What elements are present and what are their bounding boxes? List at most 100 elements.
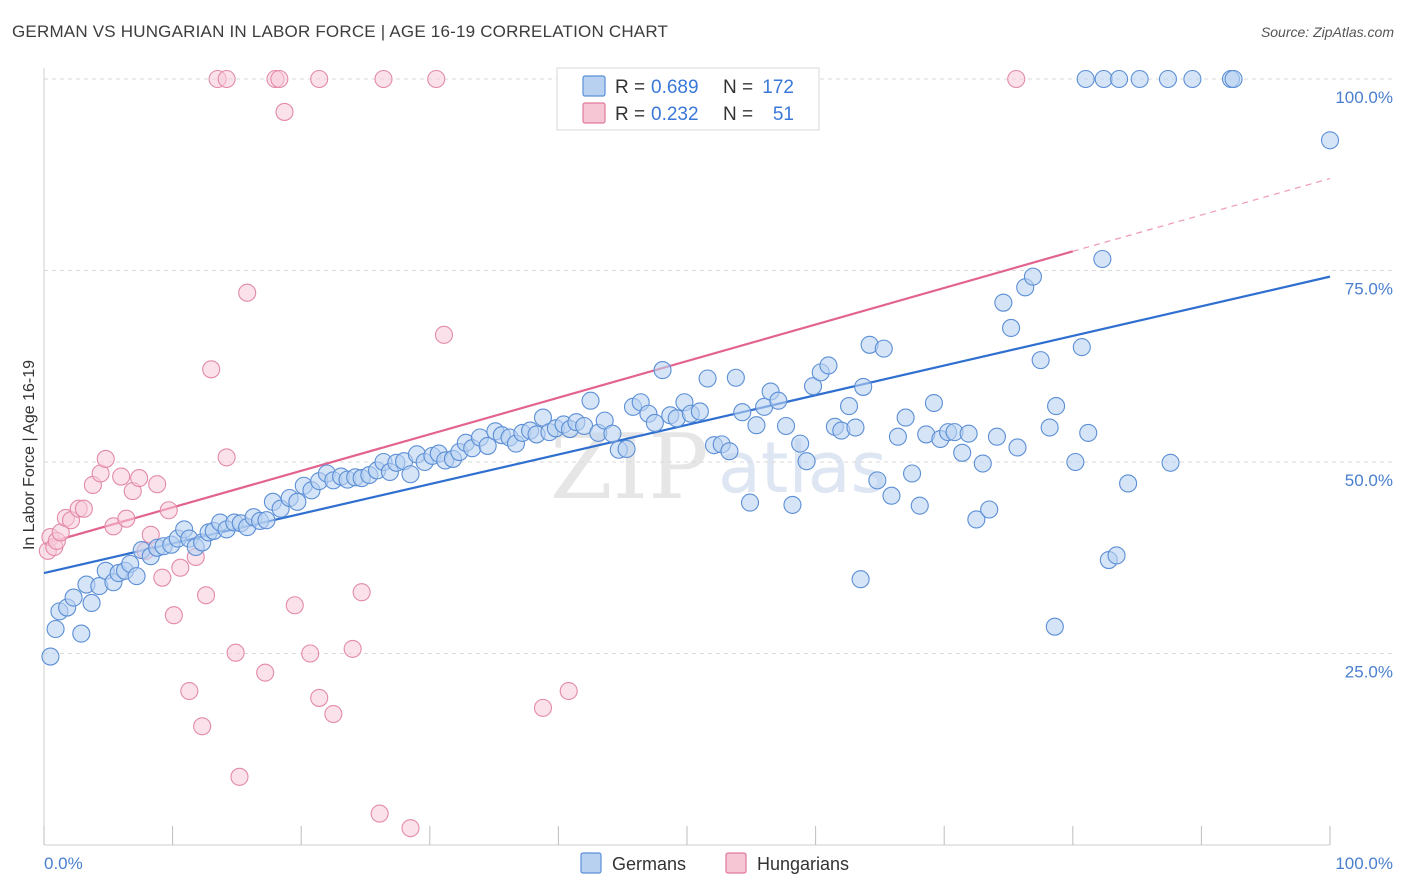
hungarian-point — [370, 804, 389, 823]
german-point — [959, 424, 978, 443]
chart-title: GERMAN VS HUNGARIAN IN LABOR FORCE | AGE… — [12, 22, 669, 41]
x-tick-label-min: 0.0% — [44, 854, 83, 873]
german-point — [617, 439, 636, 459]
x-tick-label-max: 100.0% — [1335, 854, 1393, 873]
german-point — [1023, 267, 1042, 286]
legend-german-n: 172 — [762, 77, 794, 98]
hungarian-point — [159, 501, 178, 520]
german-point — [980, 500, 999, 519]
german-point — [603, 424, 622, 443]
hungarian-point — [401, 819, 420, 838]
legend-german-r: 0.689 — [651, 77, 699, 98]
legend-bottom: Germans Hungarians — [580, 852, 849, 874]
german-point — [1130, 69, 1149, 89]
hungarian-point — [180, 681, 199, 701]
legend-hungarian-n: 51 — [773, 104, 794, 125]
y-tick-label-25: 25.0% — [1345, 663, 1393, 682]
german-point — [868, 471, 887, 490]
german-point — [973, 454, 992, 473]
german-point — [1107, 546, 1126, 565]
hungarian-point — [427, 69, 446, 89]
german-point — [257, 511, 276, 530]
hungarian-point — [74, 499, 93, 518]
german-point — [902, 464, 922, 483]
german-point — [776, 416, 796, 436]
y-tick-label-75: 75.0% — [1345, 280, 1393, 299]
legend-bottom-hungarian-label: Hungarians — [757, 854, 849, 874]
y-tick-label-50: 50.0% — [1345, 471, 1393, 490]
german-point — [1031, 351, 1050, 370]
hungarian-point — [230, 767, 249, 786]
german-point — [1040, 418, 1059, 437]
hungarian-point — [434, 325, 453, 344]
legend-hungarian-swatch — [582, 102, 606, 124]
hungarian-point — [324, 704, 343, 724]
german-point — [1183, 69, 1202, 89]
hungarian-point — [301, 644, 320, 663]
hungarian-point — [112, 467, 131, 486]
hungarian-point — [117, 509, 136, 528]
legend-top: R = 0.689 N = 172 R = 0.232 N = 51 — [556, 67, 820, 131]
legend-german-swatch — [582, 75, 606, 97]
hungarian-point — [559, 681, 578, 701]
axes — [43, 68, 1331, 846]
german-point — [874, 339, 893, 358]
german-point — [127, 567, 146, 586]
hungarian-point — [275, 102, 294, 121]
german-point — [1047, 397, 1066, 416]
german-point — [953, 443, 972, 462]
german-point — [769, 391, 788, 410]
hungarian-point — [171, 558, 190, 577]
hungarian-point — [270, 69, 289, 89]
german-point — [987, 427, 1006, 446]
german-point — [401, 465, 420, 484]
german-point — [994, 293, 1013, 312]
german-point — [1119, 474, 1138, 493]
german-point — [851, 570, 870, 589]
gridlines — [44, 78, 1393, 654]
hungarian-point — [310, 69, 329, 89]
german-point — [1072, 338, 1091, 357]
hungarian-point — [217, 69, 236, 89]
german-point — [910, 496, 929, 515]
hungarian-point — [533, 698, 553, 717]
german-point — [82, 593, 101, 612]
legend-bottom-german-label: Germans — [612, 854, 686, 874]
german-point — [72, 624, 91, 643]
german-point — [1224, 69, 1243, 89]
german-point — [1094, 69, 1113, 89]
german-point — [288, 492, 307, 511]
hungarian-point — [202, 360, 221, 379]
legend-hungarian-r: 0.232 — [651, 104, 699, 125]
german-point — [41, 647, 60, 666]
hungarian-point — [164, 606, 183, 625]
hungarian-point — [256, 663, 275, 682]
legend-hungarian-r-label: R = — [615, 104, 645, 125]
german-point — [1320, 131, 1340, 150]
hungarian-point — [96, 449, 115, 468]
german-point — [46, 619, 65, 639]
german-point — [747, 416, 766, 435]
german-point — [846, 418, 865, 437]
german-point — [733, 403, 752, 422]
german-point — [924, 393, 943, 413]
german-point — [645, 413, 664, 432]
german-point — [783, 495, 802, 514]
german-point — [478, 436, 497, 455]
german-point — [1002, 318, 1021, 338]
hungarian-point — [1007, 69, 1026, 89]
hungarian-point — [374, 69, 393, 89]
legend-german-n-label: N = — [723, 77, 753, 98]
german-point — [1110, 69, 1129, 89]
german-point — [740, 493, 760, 512]
hungarian-point — [196, 586, 216, 605]
german-point — [1093, 249, 1112, 269]
german-point — [819, 356, 838, 375]
german-point — [1045, 617, 1064, 636]
german-point — [1076, 69, 1095, 89]
german-point — [791, 434, 810, 453]
hungarian-point — [193, 717, 212, 736]
legend-bottom-german-swatch — [580, 852, 602, 874]
legend-hungarian-n-label: N = — [723, 104, 753, 125]
